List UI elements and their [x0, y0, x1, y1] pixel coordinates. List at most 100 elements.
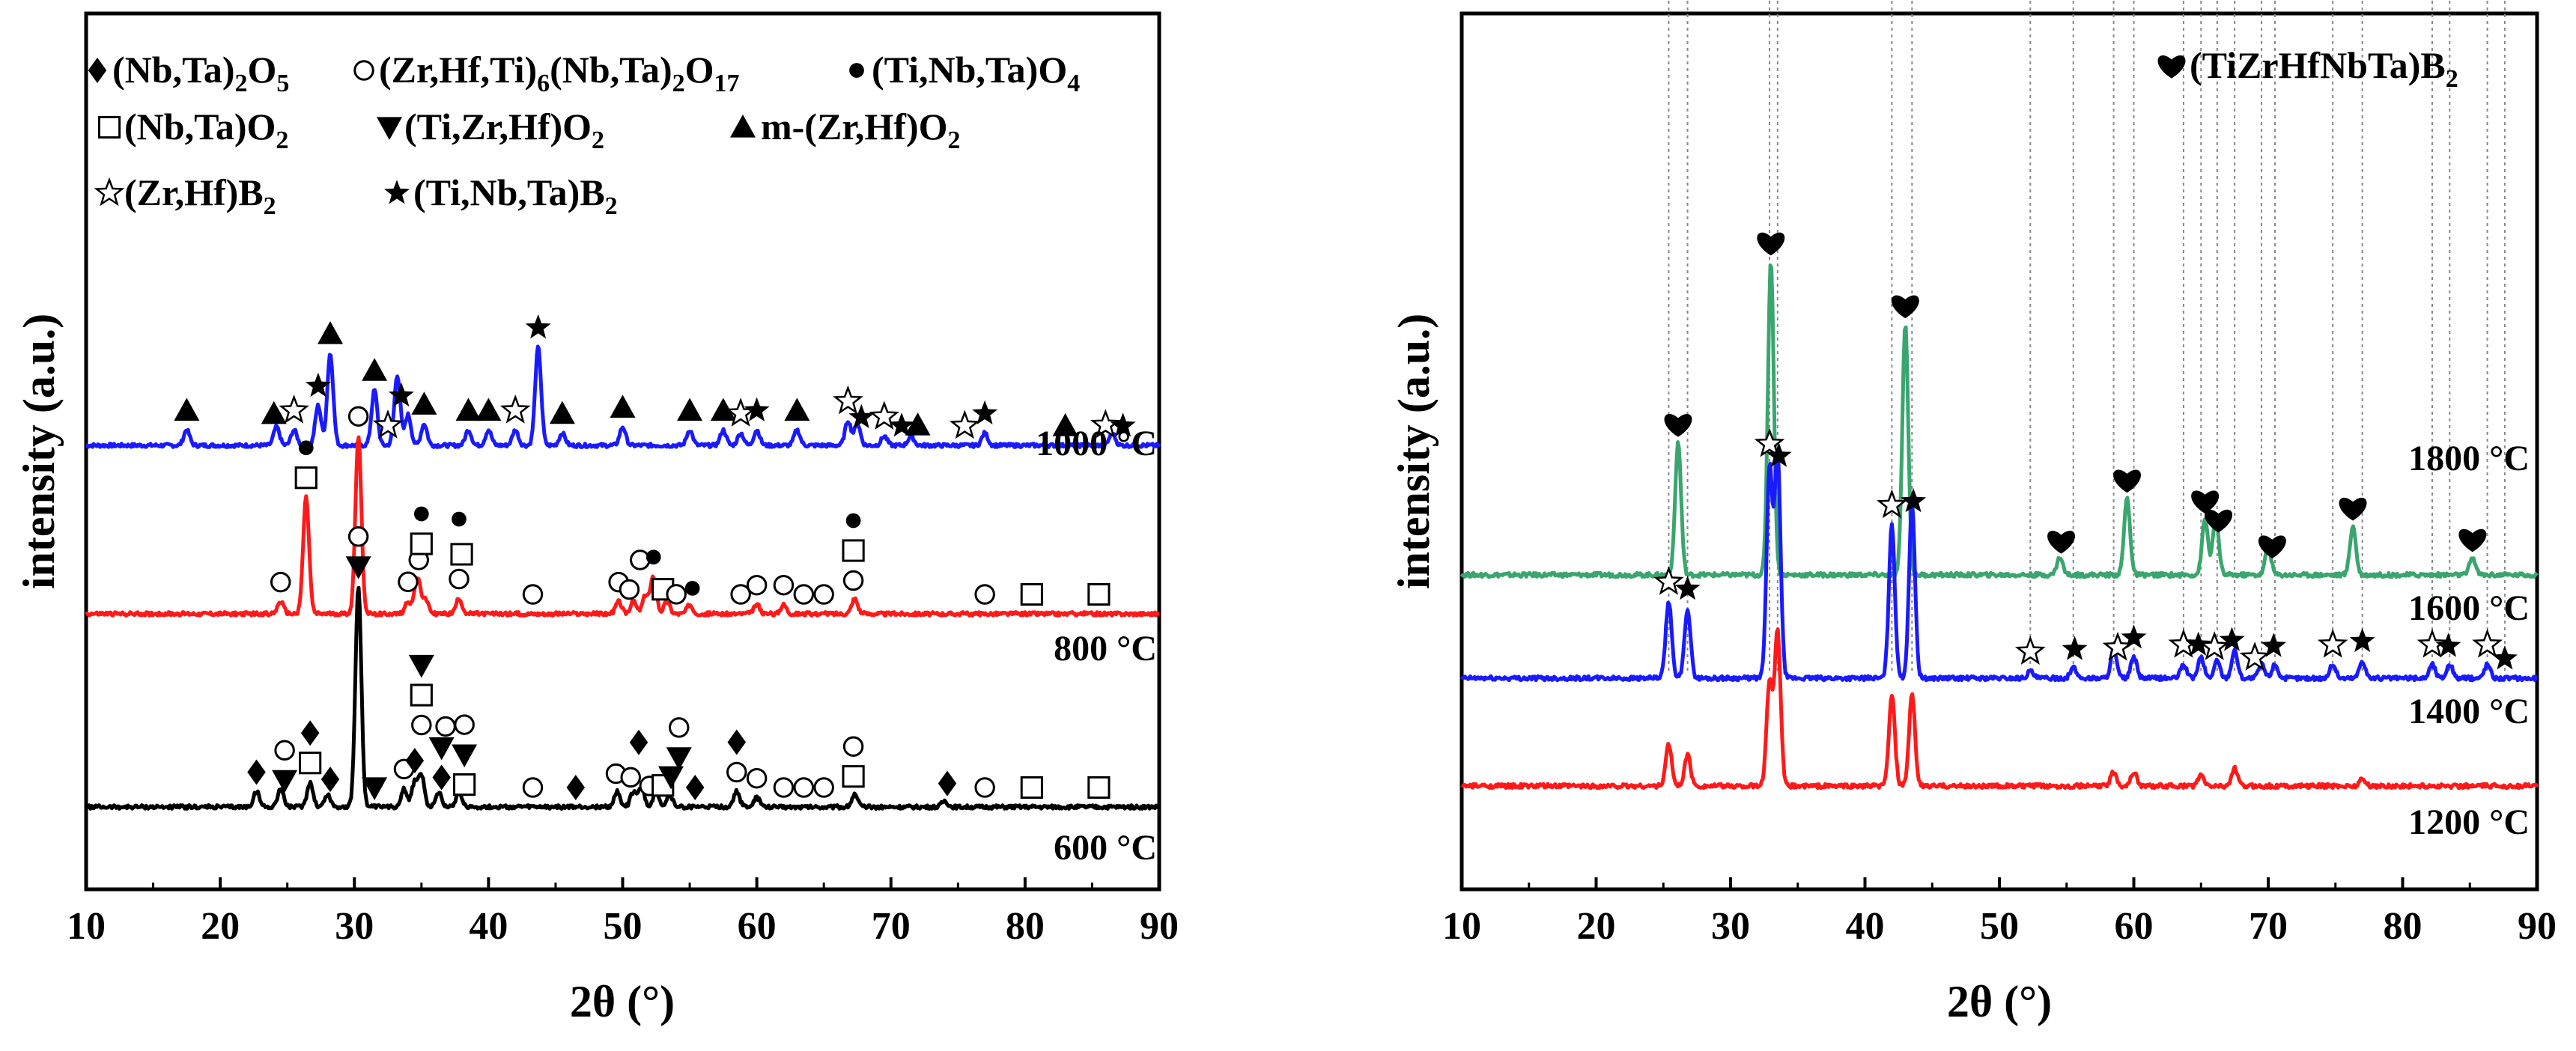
filled-star-icon: [972, 400, 998, 424]
triangle-down-icon: [452, 744, 478, 768]
heart-icon: [2339, 497, 2367, 521]
diamond-icon: [629, 729, 648, 755]
right-markers-group: [1653, 232, 2518, 671]
legend-sub: 2: [605, 192, 618, 220]
open-square-icon: [1087, 776, 1111, 799]
triangle-up-icon: [549, 400, 575, 424]
triangle-up-icon: [362, 358, 388, 381]
legend-text: (Nb,Ta): [550, 49, 672, 91]
series-line-1800c: [1459, 263, 2539, 579]
open-circle-icon: [773, 777, 795, 798]
legend-text: (Nb,Ta): [112, 49, 234, 91]
open-circle-icon: [793, 777, 815, 798]
legend-entry-tinbtao4: (Ti,Nb,Ta)O4: [872, 49, 1080, 97]
heart-icon: [1664, 413, 1692, 437]
x-tick-label: 60: [738, 905, 777, 948]
triangle-up-icon: [318, 320, 344, 344]
left-x-ticks: 10 20 30 40 50 60 70 80 90: [67, 877, 1179, 948]
open-star-icon: [2239, 642, 2270, 671]
open-circle-icon: [449, 568, 470, 590]
diamond-icon: [88, 58, 107, 83]
diamond-icon: [566, 775, 586, 800]
triangle-up-icon: [261, 400, 287, 424]
filled-star-icon: [1901, 488, 1927, 513]
right-y-axis-title: intensity (a.u.): [1389, 314, 1439, 589]
legend-text: (Zr,Hf)B: [124, 171, 264, 213]
filled-star-icon: [889, 412, 915, 437]
x-tick-label: 40: [469, 905, 508, 948]
right-panel: 10 20 30 40 50 60 70 80 90 (TiZrHfNbTa)B2 1800 °…: [1389, 0, 2557, 1026]
open-circle-icon: [274, 740, 295, 761]
legend-text: (Ti,Nb,Ta)B: [413, 171, 605, 213]
right-reference-lines: [1668, 0, 2506, 671]
left-panel: 10 20 30 40 50 60 70 80 90 (Nb,Ta)2O5 (Zr,Hf,Ti)…: [14, 11, 1179, 1026]
filled-star-icon: [848, 403, 875, 429]
legend-open-circle-icon: [353, 60, 374, 81]
heart-icon: [2191, 490, 2220, 514]
legend-entry-nbtao2: (Nb,Ta)O2: [124, 106, 288, 154]
open-star-icon: [2317, 628, 2348, 658]
open-circle-icon: [730, 584, 751, 605]
legend-entry-zrhfb2: (Zr,Hf)B2: [124, 171, 276, 220]
series-line-1000c: [85, 344, 1161, 449]
open-star-icon: [1090, 409, 1121, 439]
heart-icon: [2205, 509, 2233, 533]
open-square-icon: [410, 683, 433, 707]
triangle-up-icon: [455, 397, 482, 421]
x-tick-label: 30: [1711, 905, 1750, 948]
left-x-axis-title: 2θ (°): [570, 977, 675, 1026]
right-plot-frame: [1459, 11, 2539, 892]
filled-star-icon: [2349, 627, 2375, 653]
open-square-icon: [410, 532, 433, 555]
legend-entry-mzrhfo2: m-(Zr,Hf)O2: [761, 106, 961, 154]
legend-open-square-icon: [97, 115, 121, 139]
triangle-up-icon: [174, 397, 200, 421]
triangle-down-icon: [428, 737, 455, 761]
diamond-icon: [405, 748, 425, 774]
legend-dot-icon: [849, 63, 864, 78]
triangle-up-icon: [710, 397, 736, 421]
triangle-down-icon: [666, 747, 692, 770]
dot-icon: [684, 581, 700, 596]
diamond-icon: [300, 720, 320, 746]
legend-sub: 17: [714, 70, 740, 97]
open-circle-icon: [270, 571, 291, 593]
dot-icon: [845, 513, 861, 528]
open-square-icon: [453, 773, 476, 796]
open-circle-icon: [746, 767, 768, 789]
open-circle-icon: [347, 406, 369, 427]
open-circle-icon: [522, 777, 544, 798]
heart-icon: [2157, 55, 2186, 79]
dot-icon: [413, 506, 429, 522]
triangle-down-icon: [657, 766, 684, 790]
x-tick-label: 50: [604, 905, 643, 948]
triangle-up-icon: [784, 397, 810, 421]
dot-icon: [849, 63, 864, 78]
legend-text: (Ti,Nb,Ta)O: [872, 49, 1067, 91]
legend-row-2: (Nb,Ta)O2 (Ti,Zr,Hf)O2 m-(Zr,Hf)O2: [97, 106, 961, 154]
open-square-icon: [1020, 582, 1043, 606]
filled-star-icon: [2435, 633, 2461, 657]
open-star-icon: [372, 409, 404, 439]
x-tick-label: 20: [1577, 905, 1616, 948]
legend-row-3: (Zr,Hf)B2 (Ti,Nb,Ta)B2: [94, 171, 618, 220]
open-star-icon: [1876, 489, 1907, 519]
legend-sub: 2: [672, 70, 685, 97]
open-circle-icon: [974, 584, 995, 605]
filled-star-icon: [2261, 633, 2287, 657]
triangle-down-icon: [362, 777, 388, 800]
open-star-icon: [949, 409, 980, 439]
triangle-up-icon: [905, 412, 931, 436]
filled-star-icon: [1766, 442, 1792, 467]
legend-sub: 2: [2446, 65, 2458, 93]
diamond-icon: [432, 764, 451, 790]
x-tick-label: 90: [2518, 905, 2557, 948]
open-square-icon: [1087, 582, 1111, 606]
legend-row-1: (Nb,Ta)2O5 (Zr,Hf,Ti)6(Nb,Ta)2O17 (Ti,Nb…: [88, 49, 1080, 97]
open-circle-icon: [813, 777, 834, 798]
open-circle-icon: [793, 584, 815, 605]
heart-icon: [2458, 528, 2487, 552]
legend-entry-tinbtab2: (Ti,Nb,Ta)B2: [413, 171, 618, 220]
series-line-1400c: [1460, 627, 2539, 790]
open-star-icon: [2014, 636, 2046, 665]
